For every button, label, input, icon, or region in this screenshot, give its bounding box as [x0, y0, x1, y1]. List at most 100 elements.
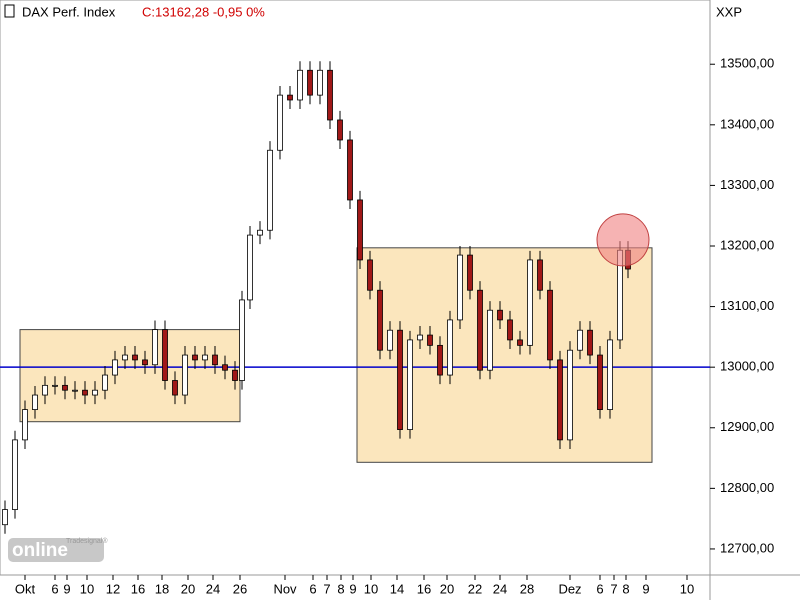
- candle-body: [247, 234, 253, 301]
- candle-body: [527, 259, 533, 346]
- x-tick-label: 6: [596, 581, 603, 596]
- candle-body: [307, 69, 313, 96]
- candle-body: [142, 359, 148, 366]
- x-tick-label: 9: [349, 581, 356, 596]
- x-tick-label: 16: [131, 581, 145, 596]
- x-tick-label: 6: [51, 581, 58, 596]
- y-tick-label: 13400,00: [720, 116, 774, 131]
- candle-body: [152, 329, 158, 366]
- candle-body: [507, 319, 513, 341]
- candle-body: [32, 394, 38, 410]
- x-tick-label: 7: [610, 581, 617, 596]
- x-tick-label: 16: [417, 581, 431, 596]
- candle-body: [12, 439, 18, 510]
- candle-body: [162, 329, 168, 381]
- y-tick-label: 13000,00: [720, 359, 774, 374]
- x-tick-label: 8: [622, 581, 629, 596]
- candle-body: [182, 354, 188, 396]
- candle-body: [557, 359, 563, 441]
- candle-body: [287, 94, 293, 101]
- candle-body: [597, 354, 603, 410]
- chart-subtitle: C:13162,28 -0,95 0%: [142, 4, 265, 19]
- marker: [596, 213, 650, 267]
- y-tick-label: 12800,00: [720, 480, 774, 495]
- candle-body: [537, 259, 543, 291]
- candle-body: [437, 344, 443, 376]
- x-tick-label: 10: [80, 581, 94, 596]
- x-tick-label: 22: [468, 581, 482, 596]
- candle-body: [122, 354, 128, 361]
- chart-title: DAX Perf. Index: [22, 4, 116, 19]
- candle-body: [82, 389, 88, 396]
- candle-body: [337, 119, 343, 141]
- candle-body: [467, 254, 473, 291]
- chart-icon: [4, 4, 15, 18]
- candle-body: [417, 334, 423, 341]
- y-tick-label: 13500,00: [720, 56, 774, 71]
- x-tick-label: 10: [364, 581, 378, 596]
- candle-body: [407, 339, 413, 430]
- x-tick-label: 10: [680, 581, 694, 596]
- x-tick-label: 14: [390, 581, 404, 596]
- candle-body: [497, 309, 503, 321]
- candle-body: [222, 364, 228, 371]
- logo-brand: Tradesignal®: [66, 537, 108, 545]
- candle-body: [427, 334, 433, 346]
- candle-body: [132, 354, 138, 361]
- candle-body: [22, 409, 28, 441]
- y-tick-label: 13300,00: [720, 177, 774, 192]
- candle-body: [577, 329, 583, 351]
- candle-body: [567, 349, 573, 441]
- x-tick-label: 24: [493, 581, 507, 596]
- candle-body: [377, 289, 383, 351]
- logo-box: [8, 538, 104, 562]
- x-tick-label: 8: [337, 581, 344, 596]
- candle-body: [257, 229, 263, 236]
- candle-body: [52, 384, 58, 387]
- candle-body: [72, 389, 78, 392]
- candles: [2, 61, 631, 534]
- x-tick-label: 28: [520, 581, 534, 596]
- x-tick-label: 20: [440, 581, 454, 596]
- candle-body: [42, 384, 48, 396]
- candle-body: [267, 149, 273, 231]
- candle-body: [2, 509, 8, 526]
- candle-body: [317, 69, 323, 96]
- x-tick-label: 20: [181, 581, 195, 596]
- x-tick-label: 9: [642, 581, 649, 596]
- x-tick-label: 26: [233, 581, 247, 596]
- candle-body: [212, 354, 218, 366]
- candle-body: [547, 289, 553, 361]
- logo-text: online: [12, 540, 68, 561]
- x-tick-label: 6: [309, 581, 316, 596]
- candle-body: [102, 374, 108, 391]
- candle-body: [92, 389, 98, 396]
- candle-body: [62, 384, 68, 391]
- y-tick-label: 13100,00: [720, 298, 774, 313]
- candle-body: [202, 354, 208, 361]
- x-tick-label: 9: [63, 581, 70, 596]
- candle-body: [239, 299, 245, 381]
- candle-body: [447, 319, 453, 376]
- y-tick-label: 12900,00: [720, 419, 774, 434]
- candle-body: [367, 259, 373, 291]
- zone: [19, 329, 241, 423]
- candle-body: [192, 354, 198, 361]
- candle-body: [357, 199, 363, 261]
- candle-body: [112, 359, 118, 376]
- x-tick-label: 24: [206, 581, 220, 596]
- x-tick-label: Nov: [273, 581, 297, 596]
- axis-label: XXP: [716, 4, 742, 19]
- candle-body: [397, 329, 403, 430]
- candle-body: [172, 380, 178, 396]
- candle-body: [387, 329, 393, 351]
- y-tick-label: 13200,00: [720, 237, 774, 252]
- candle-body: [457, 254, 463, 321]
- candle-body: [587, 329, 593, 356]
- candle-body: [487, 309, 493, 371]
- candle-body: [232, 369, 238, 381]
- x-tick-label: 7: [323, 581, 330, 596]
- y-tick-label: 12700,00: [720, 540, 774, 555]
- candle-body: [477, 289, 483, 371]
